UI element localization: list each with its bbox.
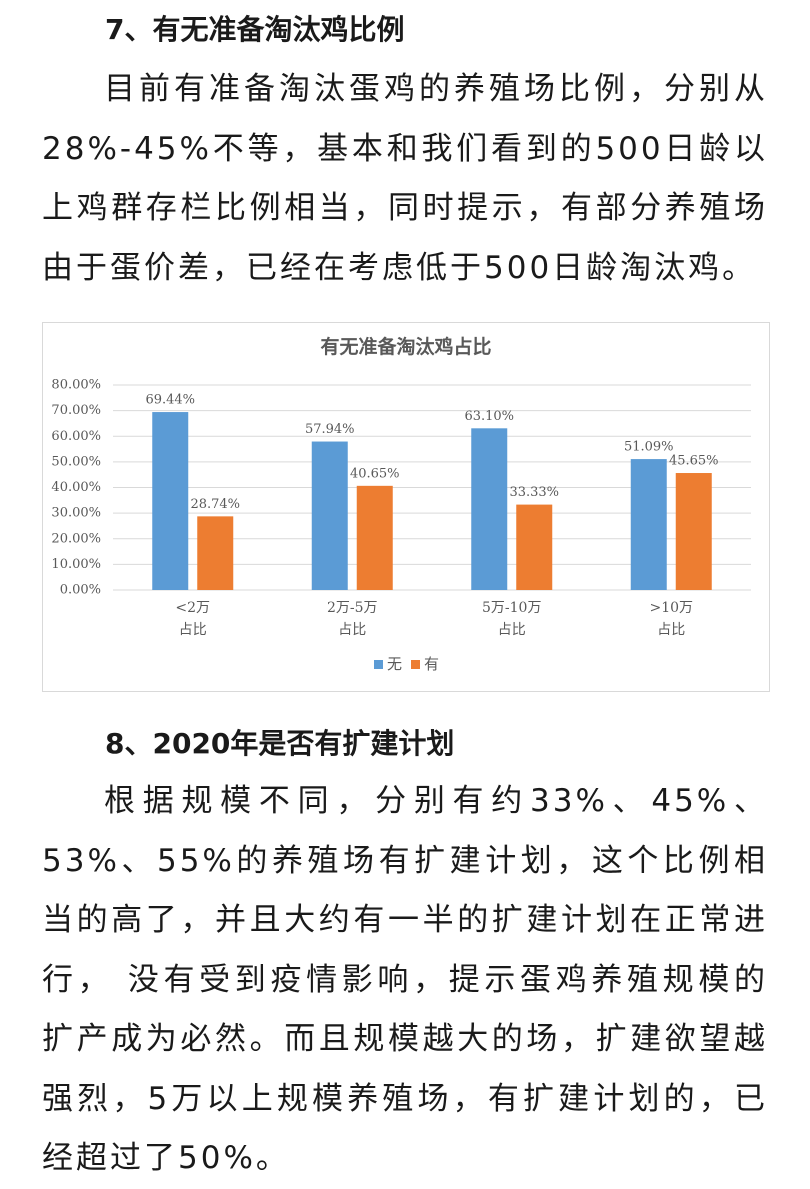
data-label: 69.44% [145, 393, 195, 408]
y-tick-label: 50.00% [51, 454, 101, 469]
data-label: 40.65% [350, 466, 400, 481]
y-tick-label: 60.00% [51, 429, 101, 444]
data-label: 45.65% [669, 454, 719, 469]
data-label: 51.09% [624, 440, 674, 455]
heading: 8、2020年是否有扩建计划 [105, 727, 455, 760]
legend-swatch [374, 660, 383, 669]
x-tick-label: 5万-10万占比 [482, 600, 541, 638]
chart-title: 有无准备淘汰鸡占比 [320, 335, 491, 358]
paragraph: 目前有准备淘汰蛋鸡的养殖场比例，分别从28%-45%不等，基本和我们看到的500… [42, 71, 768, 286]
data-label: 63.10% [464, 409, 514, 424]
data-label: 28.74% [190, 497, 240, 512]
legend-label: 无 [387, 655, 402, 673]
bar [630, 459, 667, 590]
legend-label: 有 [424, 655, 439, 673]
heading: 7、有无准备淘汰鸡比例 [105, 13, 405, 46]
bar [356, 485, 393, 590]
bar [197, 516, 234, 590]
bar [471, 428, 508, 590]
x-tick-label: <2万占比 [175, 600, 210, 638]
x-tick-label: >10万占比 [649, 600, 693, 638]
paragraph: 根据规模不同，分别有约33%、45%、53%、55%的养殖场有扩建计划，这个比例… [42, 783, 768, 1176]
bar [675, 473, 712, 590]
data-label: 57.94% [305, 422, 355, 437]
bar [311, 441, 348, 590]
y-tick-label: 30.00% [51, 506, 101, 521]
y-tick-label: 20.00% [51, 531, 101, 546]
chart: 有无准备淘汰鸡占比 0.00% 10.00% 20.00% 30.00% 40.00% 5… [42, 322, 770, 692]
data-label: 33.33% [509, 485, 559, 500]
bar [152, 412, 189, 590]
y-tick-label: 70.00% [51, 403, 101, 418]
y-tick-label: 40.00% [51, 480, 101, 495]
bar [516, 504, 553, 590]
y-tick-label: 0.00% [60, 583, 101, 598]
x-tick-label: 2万-5万占比 [327, 600, 378, 638]
legend-swatch [411, 660, 420, 669]
y-tick-label: 10.00% [51, 557, 101, 572]
y-tick-label: 80.00% [51, 378, 101, 393]
page: 7、有无准备淘汰鸡比例 目前有准备淘汰蛋鸡的养殖场比例，分别从28%-45%不等… [42, 13, 770, 1176]
